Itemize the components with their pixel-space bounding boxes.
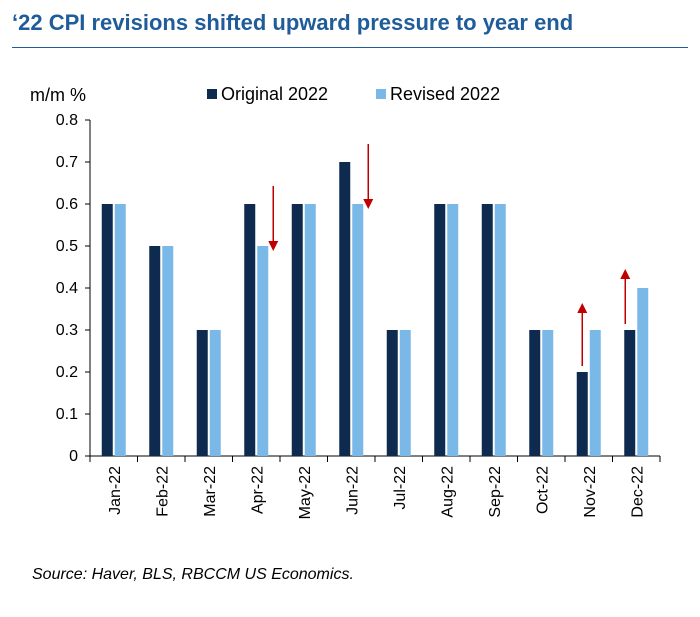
- x-tick-label: Apr-22: [249, 466, 266, 514]
- bar-original: [101, 204, 113, 456]
- bar-original: [529, 330, 541, 456]
- bar-revised: [304, 204, 316, 456]
- bar-revised: [257, 246, 269, 456]
- x-tick-label: Mar-22: [202, 466, 219, 517]
- y-tick-label: 0.5: [56, 238, 78, 255]
- y-tick-label: 0.7: [56, 154, 78, 171]
- bar-revised: [494, 204, 506, 456]
- x-tick-label: Sep-22: [487, 466, 504, 518]
- legend-original-swatch: [207, 89, 217, 99]
- y-tick-label: 0: [69, 448, 78, 465]
- y-tick-label: 0.2: [56, 364, 78, 381]
- title-underline: [12, 47, 688, 48]
- bar-original: [576, 372, 588, 456]
- x-tick-label: Jan-22: [107, 466, 124, 515]
- y-tick-label: 0.4: [56, 280, 78, 297]
- y-tick-label: 0.8: [56, 112, 78, 129]
- bar-revised: [589, 330, 601, 456]
- y-tick-label: 0.1: [56, 406, 78, 423]
- bar-original: [481, 204, 493, 456]
- bar-revised: [162, 246, 174, 456]
- bar-revised: [209, 330, 221, 456]
- y-tick-label: 0.3: [56, 322, 78, 339]
- bar-original: [196, 330, 208, 456]
- y-axis-label: m/m %: [30, 85, 86, 105]
- bar-original: [291, 204, 303, 456]
- x-tick-label: Oct-22: [534, 466, 551, 514]
- y-tick-label: 0.6: [56, 196, 78, 213]
- bar-original: [339, 162, 351, 456]
- bar-original: [624, 330, 636, 456]
- x-tick-label: Feb-22: [154, 466, 171, 517]
- legend-original-label: Original 2022: [221, 84, 328, 104]
- x-tick-label: Jun-22: [344, 466, 361, 515]
- bar-revised: [447, 204, 459, 456]
- chart-title: ‘22 CPI revisions shifted upward pressur…: [12, 10, 574, 35]
- bar-revised: [399, 330, 411, 456]
- bar-revised: [352, 204, 364, 456]
- x-tick-label: Aug-22: [439, 466, 456, 518]
- source-note: Source: Haver, BLS, RBCCM US Economics.: [32, 566, 354, 583]
- legend-revised-label: Revised 2022: [390, 84, 500, 104]
- bar-original: [244, 204, 256, 456]
- bar-original: [149, 246, 161, 456]
- x-tick-label: Dec-22: [629, 466, 646, 518]
- bar-original: [434, 204, 446, 456]
- x-tick-label: Jul-22: [392, 466, 409, 510]
- legend-revised-swatch: [376, 89, 386, 99]
- bar-revised: [542, 330, 554, 456]
- x-tick-label: May-22: [297, 466, 314, 519]
- x-tick-label: Nov-22: [582, 466, 599, 518]
- bar-original: [386, 330, 398, 456]
- bar-revised: [114, 204, 126, 456]
- bar-revised: [637, 288, 649, 456]
